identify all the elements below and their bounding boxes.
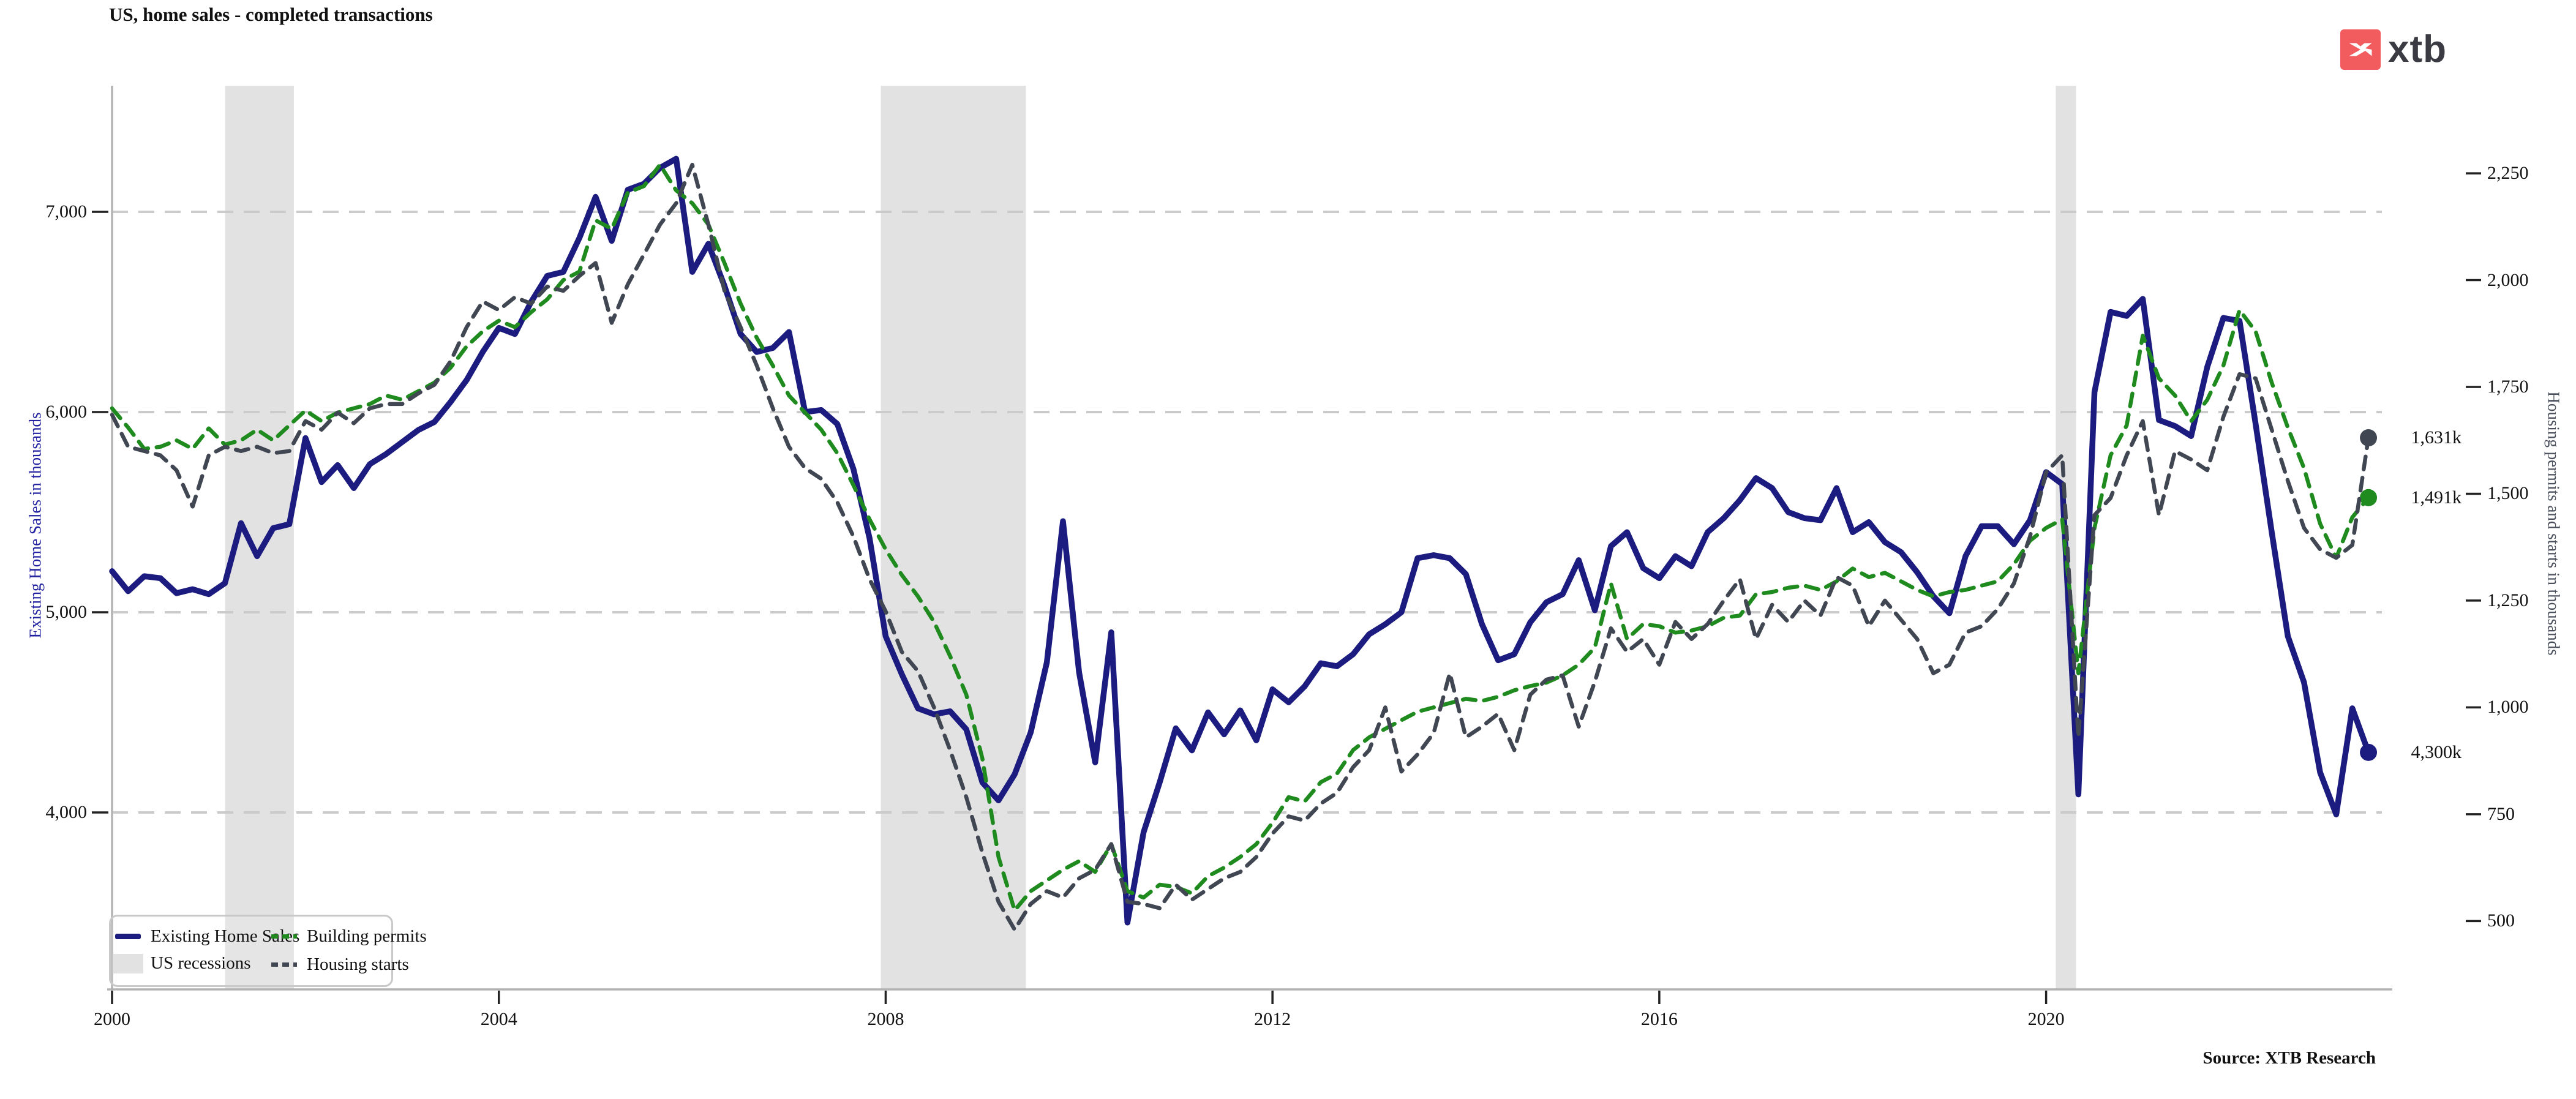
x-axis-tick-label: 2000 — [94, 1009, 130, 1029]
left-axis-tick-label: 5,000 — [45, 601, 88, 622]
right-axis-tick-label: 750 — [2487, 803, 2515, 824]
right-axis-tick-label: 500 — [2487, 910, 2515, 931]
series-line-housing-starts-end-label: 1,631k — [2411, 427, 2462, 448]
legend-label: US recessions — [151, 953, 251, 973]
x-axis-tick-label: 2004 — [480, 1009, 517, 1029]
xtb-x-icon — [2349, 43, 2372, 56]
legend-swatch-existing-home-sales — [115, 934, 141, 939]
series-line-existing-home-sales-end-label: 4,300k — [2411, 741, 2462, 762]
xtb-logo-icon — [2340, 29, 2381, 70]
series-line-building-permits — [110, 162, 2371, 913]
xtb-logo: xtb — [2340, 29, 2447, 70]
right-axis-tick-label: 1,500 — [2487, 483, 2529, 504]
legend-swatch-housing-starts — [271, 962, 297, 967]
source-label: Source: XTB Research — [2202, 1048, 2376, 1068]
legend: Existing Home Sales US recessions Buildi… — [109, 915, 427, 987]
series-line-building-permits-end-dot — [2360, 489, 2378, 506]
right-axis-tick-label: 1,000 — [2487, 697, 2529, 718]
right-axis-tick-label: 2,250 — [2487, 163, 2529, 184]
series-line-housing-starts-end-dot — [2360, 429, 2378, 447]
series-line-existing-home-sales — [109, 156, 2371, 926]
legend-label: Housing starts — [307, 955, 409, 974]
x-axis-tick-label: 2008 — [867, 1009, 904, 1029]
right-axis-tick-label: 1,250 — [2487, 590, 2529, 610]
x-axis-tick-label: 2020 — [2027, 1009, 2065, 1029]
legend-swatch-us-recessions — [113, 953, 143, 973]
x-axis-tick-label: 2012 — [1254, 1009, 1291, 1029]
legend-item-building-permits: Building permits — [271, 926, 427, 947]
series-line-building-permits-end-label: 1,491k — [2411, 487, 2462, 508]
series-line-housing-starts — [110, 162, 2371, 932]
series-line-existing-home-sales-end-dot — [2360, 743, 2378, 761]
legend-swatch-building-permits — [271, 934, 297, 939]
left-axis-tick-label: 6,000 — [45, 401, 88, 422]
x-axis-tick-label: 2016 — [1640, 1009, 1678, 1029]
legend-label: Building permits — [307, 926, 427, 946]
left-axis-tick-label: 7,000 — [45, 201, 88, 222]
right-axis-tick-label: 1,750 — [2487, 377, 2529, 397]
right-axis-tick-label: 2,000 — [2487, 269, 2529, 290]
xtb-logo-text: xtb — [2388, 28, 2447, 70]
legend-item-us-recessions: US recessions — [113, 953, 251, 973]
legend-item-housing-starts: Housing starts — [271, 955, 409, 975]
xtb-x-shape — [2349, 43, 2372, 56]
left-axis-title: Existing Home Sales in thousands — [26, 412, 45, 639]
page-title: US, home sales - completed transactions — [109, 4, 433, 25]
right-axis-title: Housing permits and starts in thousands — [2544, 391, 2563, 656]
recession-band — [881, 86, 1026, 989]
left-axis-tick-label: 4,000 — [45, 801, 88, 822]
